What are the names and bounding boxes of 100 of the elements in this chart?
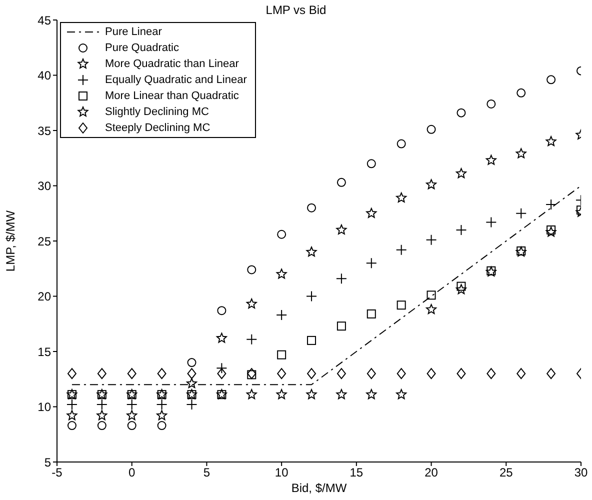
point: [336, 273, 347, 284]
point: [486, 99, 496, 108]
point: [307, 336, 316, 345]
point: [336, 224, 347, 234]
x-axis-title: Bid, $/MW: [291, 481, 348, 495]
point: [276, 268, 287, 279]
point: [97, 368, 106, 380]
y-tick-label: 30: [38, 179, 52, 194]
chart-title: LMP vs Bid: [266, 3, 326, 17]
point: [336, 368, 346, 380]
x-tick-label: 15: [350, 466, 364, 480]
point: [187, 368, 196, 380]
point: [546, 199, 557, 210]
point: [486, 216, 497, 228]
point: [456, 108, 466, 118]
legend-label: Equally Quadratic and Linear: [105, 74, 247, 86]
point: [366, 368, 376, 380]
point: [127, 421, 136, 430]
point: [456, 224, 467, 236]
y-tick-label: 25: [38, 234, 52, 248]
y-tick-label: 35: [38, 124, 52, 138]
y-tick-label: 5: [44, 455, 52, 470]
point: [516, 148, 526, 158]
point: [456, 282, 466, 291]
point: [217, 368, 226, 380]
x-tick-label: 30: [574, 466, 588, 480]
point: [516, 208, 527, 219]
point: [156, 410, 168, 420]
point: [216, 362, 228, 374]
point: [546, 75, 556, 84]
point: [66, 399, 78, 410]
point: [396, 244, 407, 256]
x-tick-label: 25: [499, 466, 514, 480]
point: [456, 168, 466, 178]
point: [546, 225, 556, 234]
point: [486, 154, 496, 165]
point: [157, 368, 166, 380]
y-axis-title: LMP, $/MW: [3, 210, 18, 272]
point: [157, 421, 166, 430]
point: [546, 226, 556, 237]
point: [516, 368, 526, 380]
point: [306, 290, 318, 302]
legend-label: Pure Linear: [105, 26, 162, 38]
legend-label: Slightly Declining MC: [105, 106, 209, 118]
point: [247, 370, 256, 380]
point: [426, 290, 436, 300]
point: [366, 159, 376, 168]
point: [366, 258, 377, 269]
point: [246, 334, 258, 345]
point: [247, 368, 256, 380]
x-tick-label: -5: [52, 466, 63, 480]
point: [96, 410, 108, 420]
point: [186, 378, 197, 388]
point: [126, 399, 138, 410]
point: [516, 88, 526, 98]
point: [456, 368, 466, 380]
point: [216, 332, 227, 343]
y-tick-label: 40: [38, 68, 52, 83]
point: [187, 358, 196, 368]
point: [426, 124, 436, 134]
point: [396, 368, 406, 380]
point: [396, 389, 407, 400]
point: [336, 322, 346, 331]
point: [307, 368, 316, 380]
point: [336, 178, 346, 187]
point: [396, 300, 406, 310]
legend-label: More Quadratic than Linear: [105, 58, 239, 70]
point: [396, 139, 406, 148]
point: [127, 368, 136, 380]
y-tick-label: 20: [38, 290, 52, 304]
point: [96, 399, 108, 410]
point: [396, 192, 407, 202]
point: [307, 203, 316, 212]
point: [426, 304, 437, 314]
point: [546, 136, 556, 146]
point: [426, 368, 436, 380]
y-tick-label: 10: [38, 400, 52, 414]
point: [186, 399, 198, 410]
point: [276, 389, 287, 400]
point: [156, 399, 168, 410]
point: [306, 246, 317, 257]
y-tick-label: 45: [38, 13, 52, 28]
point: [426, 179, 437, 190]
point: [217, 306, 226, 316]
point: [126, 410, 138, 420]
point: [456, 284, 466, 294]
x-tick-label: 0: [128, 466, 136, 480]
point: [277, 230, 286, 239]
point: [366, 309, 376, 318]
point: [67, 421, 76, 430]
point: [246, 298, 257, 309]
point: [66, 410, 78, 420]
point: [366, 208, 377, 218]
legend-label: More Linear than Quadratic: [105, 90, 239, 102]
x-tick-label: 5: [203, 466, 210, 480]
point: [277, 350, 286, 360]
point: [246, 389, 257, 400]
point: [426, 234, 437, 246]
point: [97, 421, 106, 430]
legend-label: Pure Quadratic: [105, 42, 179, 54]
